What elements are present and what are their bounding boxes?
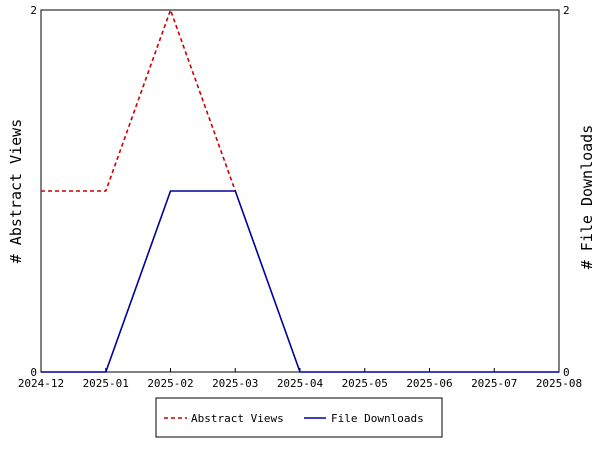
legend-label-abstract-views: Abstract Views — [191, 412, 284, 425]
y-axis-left-title: # Abstract Views — [7, 119, 25, 264]
x-tick-label: 2025-08 — [536, 377, 582, 390]
legend-label-file-downloads: File Downloads — [331, 412, 424, 425]
series-layer — [41, 7, 559, 373]
y-left-tick-label: 2 — [30, 4, 37, 17]
plot-frame — [40, 9, 560, 373]
y-axis-right-title: # File Downloads — [578, 125, 596, 270]
plot-area — [40, 9, 560, 373]
x-tick-label: 2024-12 — [18, 377, 64, 390]
x-tick-label: 2025-01 — [83, 377, 129, 390]
x-tick-label: 2025-05 — [342, 377, 388, 390]
x-tick-label: 2025-07 — [471, 377, 517, 390]
y-right-tick-label: 0 — [563, 366, 570, 379]
y-axis-right: 02 — [555, 4, 570, 379]
series-line-abstract-views — [41, 7, 237, 192]
legend-box — [155, 397, 443, 438]
y-left-tick-label: 0 — [30, 366, 37, 379]
x-tick-label: 2025-03 — [212, 377, 258, 390]
legend: Abstract Views File Downloads — [155, 397, 443, 438]
y-right-tick-label: 2 — [563, 4, 570, 17]
x-tick-label: 2025-06 — [406, 377, 452, 390]
x-tick-label: 2025-02 — [147, 377, 193, 390]
x-axis: 2024-12 2025-01 2025-02 2025-03 2025-04 2025-… — [18, 368, 582, 390]
series-line-file-downloads — [41, 190, 559, 373]
x-tick-label: 2025-04 — [277, 377, 324, 390]
